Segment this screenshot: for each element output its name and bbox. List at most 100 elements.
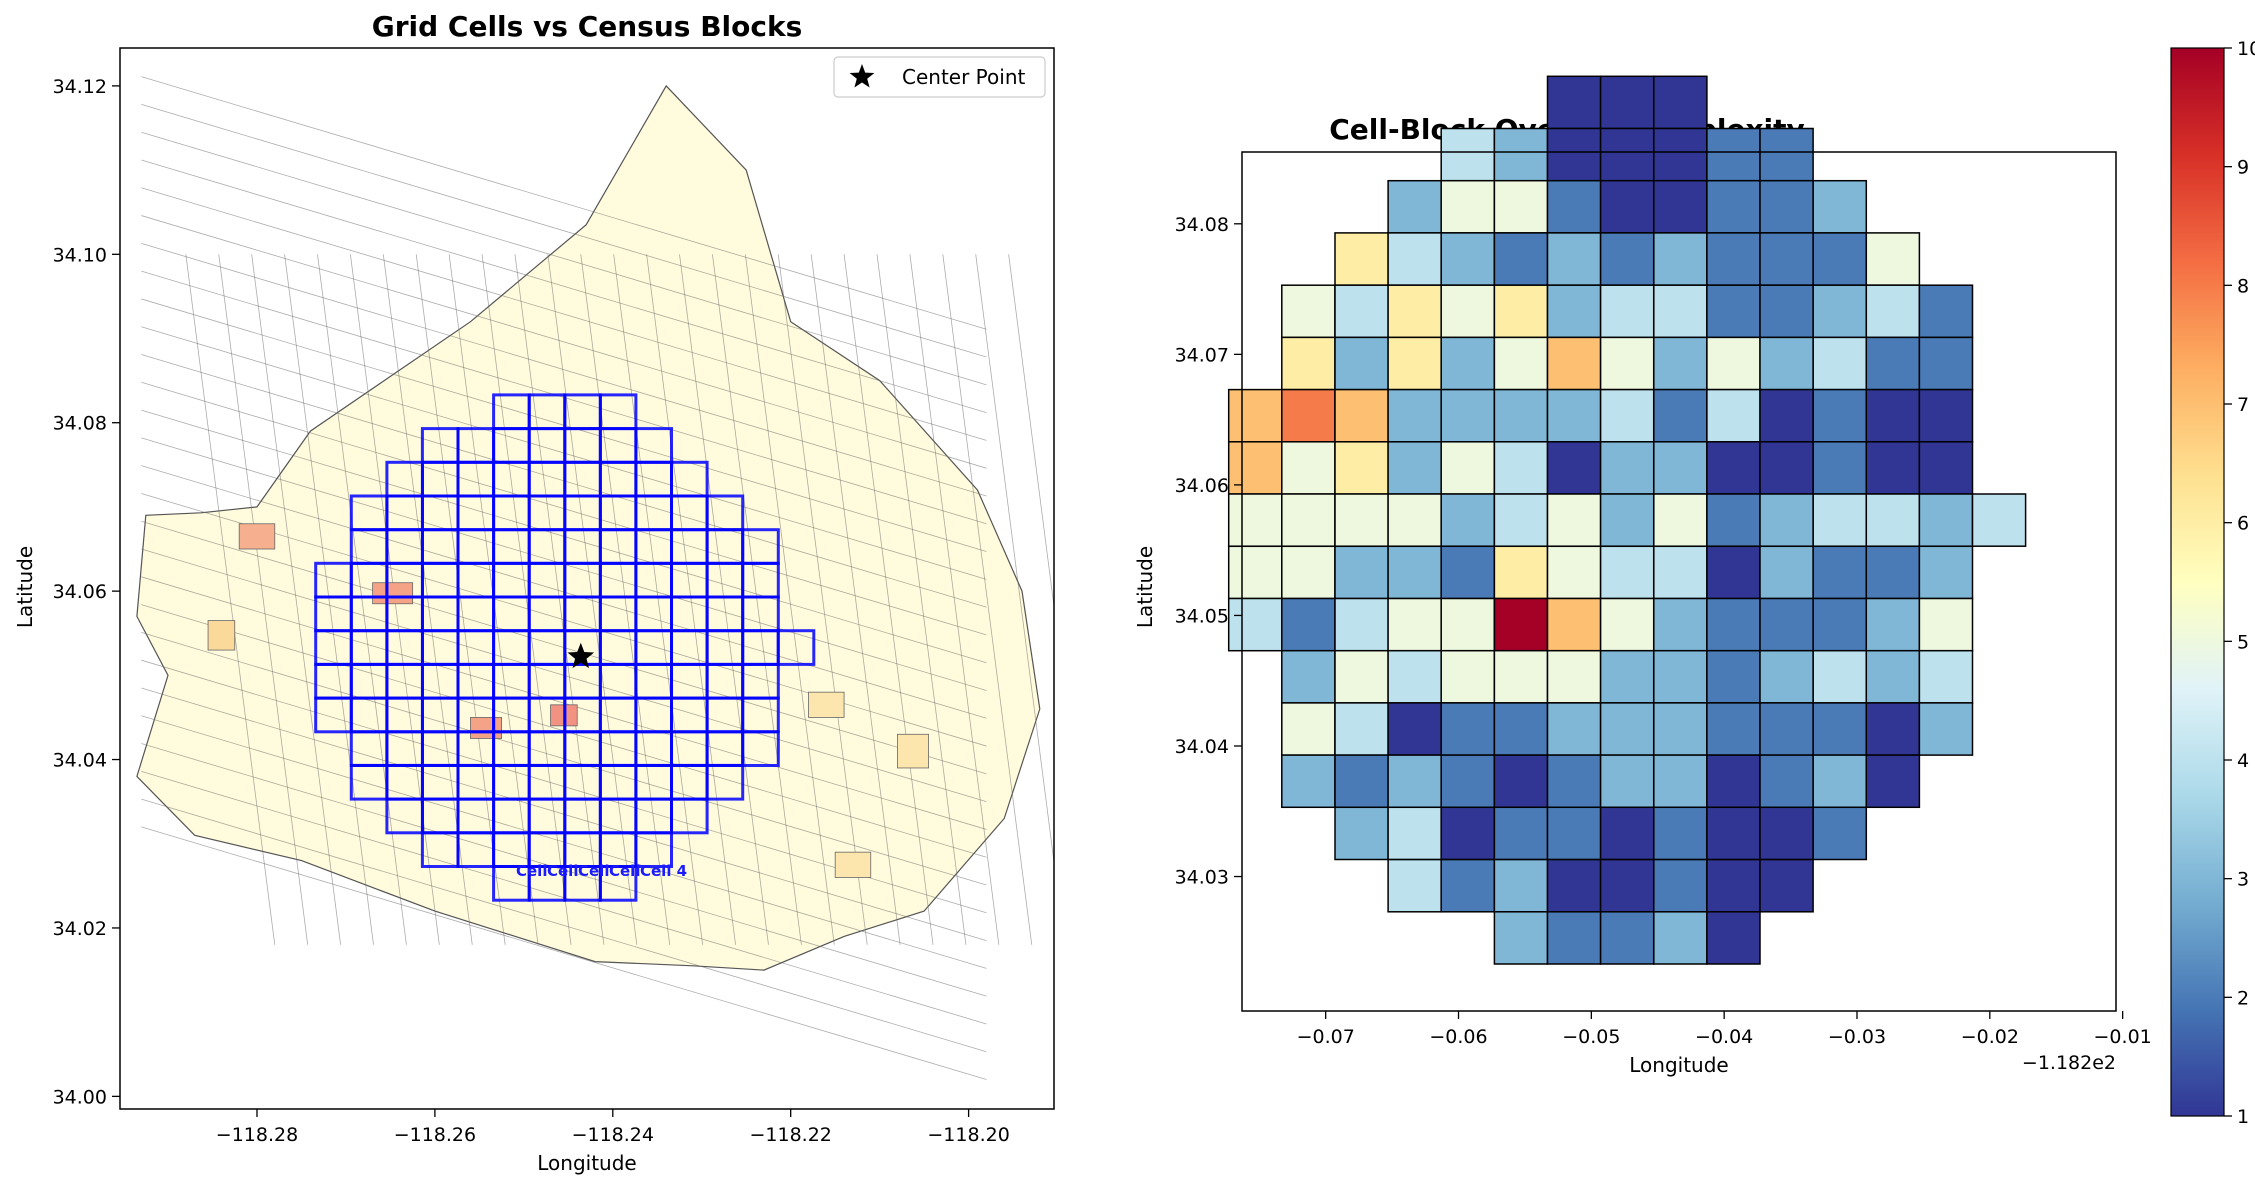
heatmap-cell bbox=[1546, 754, 1602, 809]
heatmap-cell bbox=[1440, 649, 1496, 704]
x-tick-label: −118.22 bbox=[749, 1124, 831, 1146]
heatmap-cell bbox=[1440, 336, 1496, 391]
heatmap-cell bbox=[1865, 388, 1921, 443]
heatmap-cell bbox=[1759, 232, 1814, 286]
heatmap-cell bbox=[1812, 441, 1868, 495]
heatmap-cell bbox=[1546, 336, 1602, 391]
y-tick-label: 34.10 bbox=[53, 244, 107, 266]
heatmap-cell bbox=[1334, 441, 1389, 495]
census-block-boundary bbox=[141, 131, 987, 386]
grid-cell bbox=[634, 427, 674, 464]
heatmap-cell bbox=[1812, 754, 1868, 809]
heatmap-cell bbox=[1440, 597, 1496, 652]
heatmap-cell bbox=[1440, 493, 1496, 547]
census-block-boundary bbox=[481, 254, 572, 945]
heatmap-cell bbox=[1546, 388, 1602, 443]
heatmap-cell bbox=[1387, 649, 1442, 704]
census-block-boundary bbox=[547, 254, 638, 945]
census-block-boundary bbox=[141, 798, 987, 1053]
heatmap-cell bbox=[1653, 388, 1708, 443]
census-block-boundary bbox=[712, 254, 802, 945]
heatmap-cell bbox=[1865, 597, 1921, 652]
heatmap-cell bbox=[1812, 545, 1868, 600]
heatmap-cell bbox=[1599, 75, 1655, 130]
colorbar-tick-label: 8 bbox=[2237, 275, 2249, 297]
census-block-boundary bbox=[514, 254, 605, 945]
heatmap-cell bbox=[1227, 388, 1283, 443]
heatmap-cell bbox=[1334, 702, 1389, 756]
heatmap-cell bbox=[1812, 702, 1868, 756]
x-tick-label: −118.24 bbox=[572, 1124, 654, 1146]
heatmap-cell bbox=[1759, 754, 1814, 809]
heatmap-cell bbox=[1653, 179, 1708, 234]
heatmap-cell bbox=[1653, 545, 1708, 600]
heatmap-cell bbox=[1281, 702, 1336, 756]
heatmap-cell bbox=[1387, 597, 1442, 652]
heatmap-cell bbox=[1812, 806, 1868, 861]
heatmap-cell bbox=[1706, 754, 1761, 809]
heatmap-cell bbox=[1653, 597, 1708, 652]
heatmap-cell bbox=[1546, 858, 1602, 913]
census-block-boundary bbox=[251, 254, 341, 945]
heatmap-cell bbox=[1599, 336, 1655, 391]
heatmap-cell bbox=[1493, 284, 1549, 339]
heatmap-cell bbox=[1546, 493, 1602, 547]
heatmap-cell bbox=[1918, 597, 1974, 652]
heatmap-cell bbox=[1493, 336, 1549, 391]
y-tick-label: 34.08 bbox=[53, 413, 107, 435]
heatmap-cell bbox=[1759, 649, 1814, 704]
heatmap-cell bbox=[1281, 649, 1336, 704]
heatmap-cell bbox=[1227, 441, 1283, 495]
census-block-boundary bbox=[141, 215, 987, 469]
heatmap-cell bbox=[1440, 545, 1496, 600]
heatmap-cell bbox=[1599, 284, 1655, 339]
center-point-star bbox=[567, 642, 595, 669]
x-tick-label: −118.26 bbox=[394, 1124, 476, 1146]
heatmap-cell bbox=[1387, 179, 1442, 234]
census-block-boundary bbox=[646, 254, 736, 945]
heatmap-cell bbox=[1918, 649, 1974, 704]
heatmap-cell bbox=[1387, 545, 1442, 600]
heatmap-cell bbox=[1334, 649, 1389, 704]
heatmap-cell bbox=[1812, 179, 1868, 234]
heatmap-cell bbox=[1387, 806, 1442, 861]
heatmap-cell bbox=[1493, 545, 1549, 600]
x-tick-label: −0.01 bbox=[2094, 1026, 2152, 1048]
census-block-boundary bbox=[843, 254, 934, 945]
heatmap-cell bbox=[1599, 179, 1655, 234]
x-tick-label: −0.05 bbox=[1562, 1026, 1620, 1048]
heatmap-cell bbox=[1546, 597, 1602, 652]
census-block-boundary bbox=[141, 187, 987, 441]
heatmap-cell bbox=[1493, 702, 1549, 756]
heatmap-cell bbox=[1281, 754, 1336, 809]
heatmap-cell bbox=[1812, 284, 1868, 339]
left-x-axis-label: Longitude bbox=[537, 1151, 636, 1175]
heatmap-cell bbox=[1653, 911, 1708, 965]
census-block-boundary bbox=[810, 254, 901, 945]
heatmap-cell bbox=[1599, 127, 1655, 182]
heatmap-cell bbox=[1440, 232, 1496, 286]
heatmap-cell bbox=[1706, 232, 1761, 286]
heatmap-cell bbox=[1493, 911, 1549, 965]
heatmap-cell bbox=[1653, 75, 1708, 130]
heatmap-cell bbox=[1493, 806, 1549, 861]
left-y-ticks: 34.00 34.02 34.04 34.06 34.08 34.10 34.12 bbox=[53, 76, 120, 1108]
heatmap-cell bbox=[1227, 545, 1283, 600]
heatmap-cell bbox=[1653, 702, 1708, 756]
heatmap-cell bbox=[1759, 441, 1814, 495]
colorbar-tick-label: 7 bbox=[2237, 394, 2249, 416]
heatmap-cell bbox=[1334, 232, 1389, 286]
heatmap-cell bbox=[1706, 127, 1761, 182]
census-block-boundary bbox=[141, 242, 987, 497]
census-block-boundary bbox=[415, 254, 506, 945]
shaded-census-block bbox=[897, 733, 929, 769]
colorbar-tick-label: 9 bbox=[2237, 157, 2249, 179]
y-tick-label: 34.08 bbox=[1175, 214, 1229, 236]
y-tick-label: 34.06 bbox=[53, 581, 107, 603]
y-tick-label: 34.06 bbox=[1175, 475, 1229, 497]
y-tick-label: 34.05 bbox=[1175, 605, 1229, 627]
heatmap-cell bbox=[1281, 493, 1336, 547]
left-chart-title: Grid Cells vs Census Blocks bbox=[372, 10, 803, 43]
heatmap-cell bbox=[1281, 336, 1336, 391]
heatmap-cell bbox=[1281, 441, 1336, 495]
